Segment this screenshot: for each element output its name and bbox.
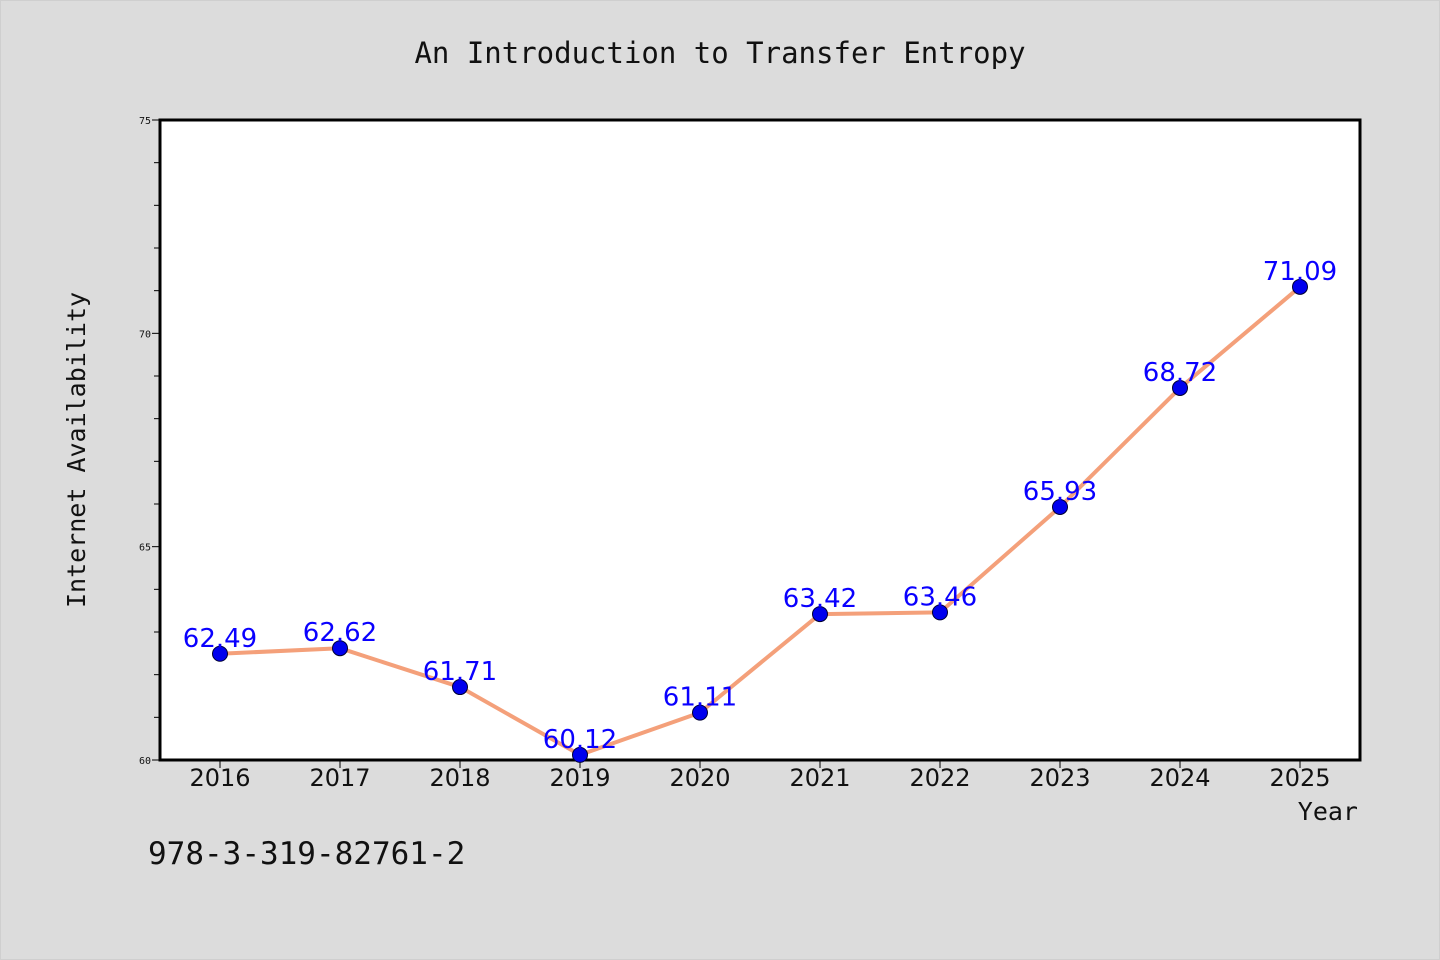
y-tick-label: 60 (139, 756, 151, 767)
data-labels: 62.49 62.62 61.71 60.12 61.11 63.42 63.46 65.93… (183, 257, 1337, 755)
x-axis-title: Year (1298, 797, 1358, 826)
data-label: 63.46 (903, 582, 977, 612)
data-label: 62.49 (183, 624, 257, 654)
data-point (932, 604, 948, 621)
y-tick-labels: 60 65 70 75 (139, 116, 151, 767)
data-point (812, 606, 828, 623)
data-point (572, 746, 588, 763)
data-point (452, 679, 468, 696)
y-tick-label: 65 (139, 543, 151, 554)
y-axis-title: Internet Availability (62, 292, 91, 608)
x-tick-label: 2016 (189, 764, 250, 792)
data-label: 61.11 (663, 683, 737, 713)
data-point (692, 704, 708, 721)
y-tick-label: 70 (139, 329, 151, 340)
x-tick-label: 2018 (429, 764, 490, 792)
chart-title: An Introduction to Transfer Entropy (414, 36, 1025, 70)
data-label: 65.93 (1023, 477, 1097, 507)
data-point (332, 640, 348, 657)
series-line (219, 285, 1302, 757)
x-tick-label: 2022 (909, 764, 970, 792)
data-point (1172, 379, 1188, 396)
data-point (212, 645, 228, 662)
isbn-text: 978-3-319-82761-2 (148, 836, 465, 872)
data-label: 62.62 (303, 618, 377, 648)
x-tick-label: 2023 (1029, 764, 1090, 792)
data-label: 63.42 (783, 584, 857, 614)
y-tick-label: 75 (139, 116, 151, 127)
data-label: 68.72 (1143, 358, 1217, 388)
x-tick-label: 2019 (549, 764, 610, 792)
x-tick-label: 2017 (309, 764, 370, 792)
series-markers (212, 278, 1308, 763)
x-tick-label: 2021 (789, 764, 850, 792)
x-tick-label: 2025 (1269, 764, 1330, 792)
x-tick-label: 2024 (1149, 764, 1210, 792)
data-label: 61.71 (423, 657, 497, 687)
data-point (1052, 498, 1068, 515)
x-tick-labels: 2016 2017 2018 2019 2020 2021 2022 2023 2024 2025 (189, 760, 1331, 792)
y-minor-ticks (152, 119, 160, 761)
x-tick-label: 2020 (669, 764, 730, 792)
data-point (1292, 278, 1308, 295)
data-label: 71.09 (1263, 257, 1337, 287)
data-label: 60.12 (543, 725, 617, 755)
